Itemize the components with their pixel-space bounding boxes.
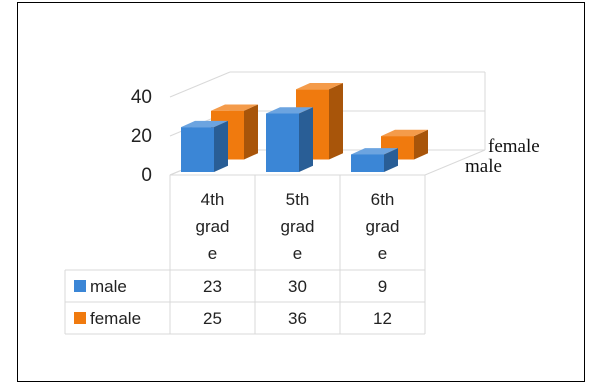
bar-male bbox=[214, 120, 228, 172]
bar-female bbox=[381, 129, 428, 137]
gridline-side bbox=[169, 71, 231, 98]
series-name-label: female bbox=[90, 309, 141, 328]
category-label: grad bbox=[365, 217, 399, 236]
data-label: 25 bbox=[203, 309, 222, 328]
bar-female bbox=[211, 104, 258, 111]
data-label: 9 bbox=[378, 277, 387, 296]
category-label: grad bbox=[280, 217, 314, 236]
category-label: 5th bbox=[286, 190, 310, 209]
category-label: e bbox=[293, 244, 302, 263]
y-tick-label: 0 bbox=[141, 165, 152, 186]
category-label: e bbox=[208, 244, 217, 263]
data-label: 36 bbox=[288, 309, 307, 328]
legend-key-male bbox=[74, 280, 86, 292]
category-label: 6th bbox=[371, 190, 395, 209]
legend-key-female bbox=[74, 312, 86, 324]
bar-male bbox=[384, 148, 398, 172]
chart-frame bbox=[17, 2, 585, 382]
depth-label: female bbox=[488, 136, 540, 157]
depth-label: male bbox=[465, 156, 502, 177]
bar-male bbox=[299, 107, 313, 172]
series-name-label: male bbox=[90, 277, 127, 296]
y-tick-label: 40 bbox=[131, 87, 152, 108]
bar-female bbox=[296, 83, 343, 90]
category-label: grad bbox=[195, 217, 229, 236]
bars bbox=[181, 83, 428, 172]
data-label: 23 bbox=[203, 277, 222, 296]
bar-male bbox=[181, 120, 228, 128]
bar-male bbox=[266, 113, 299, 172]
bar-female bbox=[244, 104, 258, 160]
bar-male bbox=[181, 127, 214, 172]
data-label: 12 bbox=[373, 309, 392, 328]
data-label: 30 bbox=[288, 277, 307, 296]
category-label: 4th bbox=[201, 190, 225, 209]
data-table: 4th grad e 5th grad e 6th grad e male 23 30 9 female 2… bbox=[64, 175, 426, 335]
category-label: e bbox=[378, 244, 387, 263]
bar-female bbox=[329, 83, 343, 160]
bar-male bbox=[351, 148, 398, 155]
bar-male bbox=[351, 154, 384, 172]
bar-female bbox=[414, 129, 428, 160]
y-tick-label: 20 bbox=[131, 126, 152, 147]
bar-male bbox=[266, 107, 313, 114]
